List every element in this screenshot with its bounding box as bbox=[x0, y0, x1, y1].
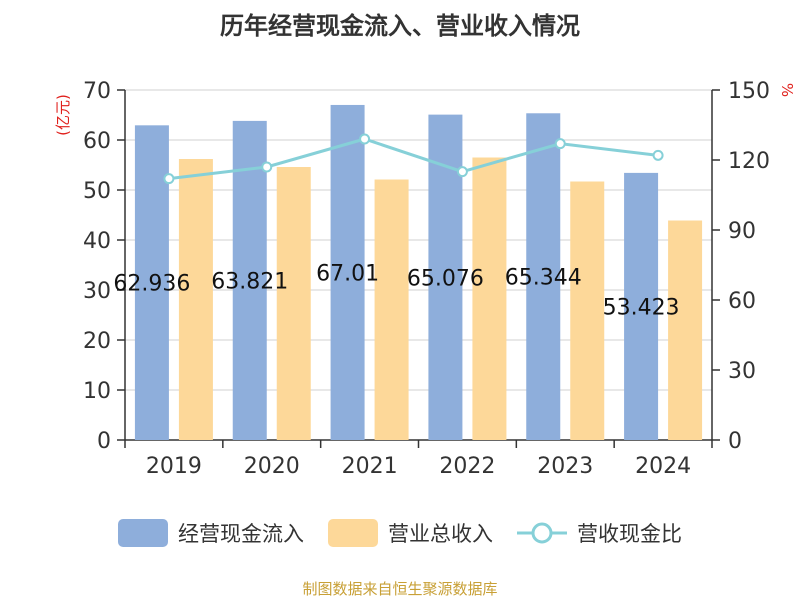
legend-swatch-revenue bbox=[328, 519, 378, 547]
y-left-tick-label: 50 bbox=[83, 179, 111, 204]
bar-revenue bbox=[276, 167, 311, 440]
y-right-tick-label: 60 bbox=[728, 289, 756, 314]
x-tick-label: 2021 bbox=[342, 454, 398, 479]
data-label-cash-inflow: 62.936 bbox=[113, 272, 190, 297]
y-left-tick-label: 20 bbox=[83, 329, 111, 354]
bar-revenue bbox=[374, 179, 409, 440]
y-left-tick-label: 10 bbox=[83, 379, 111, 404]
x-tick-label: 2019 bbox=[146, 454, 202, 479]
y-left-tick-label: 40 bbox=[83, 229, 111, 254]
y-right-tick-label: 30 bbox=[728, 359, 756, 384]
point-ratio bbox=[652, 149, 664, 161]
x-tick-label: 2020 bbox=[244, 454, 300, 479]
bar-revenue bbox=[668, 220, 703, 440]
point-ratio bbox=[554, 138, 566, 150]
bar-cash-inflow bbox=[330, 104, 365, 440]
source-footer: 制图数据来自恒生聚源数据库 bbox=[302, 580, 498, 598]
legend-label-cash-inflow: 经营现金流入 bbox=[178, 522, 304, 546]
x-tick-label: 2023 bbox=[537, 454, 593, 479]
point-ratio bbox=[456, 166, 468, 178]
legend-item-revenue[interactable]: 营业总收入 bbox=[328, 518, 493, 548]
data-label-cash-inflow: 67.01 bbox=[316, 261, 379, 286]
bar-cash-inflow bbox=[232, 120, 267, 441]
legend-label-ratio: 营收现金比 bbox=[577, 522, 682, 546]
y-right-axis-label: % bbox=[778, 83, 796, 97]
y-right-tick-label: 90 bbox=[728, 219, 756, 244]
y-left-tick-label: 30 bbox=[83, 279, 111, 304]
y-left-tick-label: 0 bbox=[97, 429, 111, 454]
line-ratio bbox=[168, 137, 659, 181]
legend: 经营现金流入 营业总收入 营收现金比 bbox=[0, 518, 800, 548]
x-tick-label: 2024 bbox=[635, 454, 691, 479]
point-ratio bbox=[261, 161, 273, 173]
bar-cash-inflow bbox=[624, 172, 659, 440]
legend-swatch-ratio-icon bbox=[517, 522, 567, 544]
data-label-cash-inflow: 65.076 bbox=[407, 266, 484, 291]
legend-item-ratio[interactable]: 营收现金比 bbox=[517, 518, 682, 548]
bar-revenue bbox=[178, 159, 213, 440]
y-left-tick-label: 60 bbox=[83, 129, 111, 154]
legend-label-revenue: 营业总收入 bbox=[388, 522, 493, 546]
data-label-cash-inflow: 53.423 bbox=[603, 295, 680, 320]
y-right-tick-label: 150 bbox=[728, 79, 770, 104]
chart-title: 历年经营现金流入、营业收入情况 bbox=[220, 12, 580, 40]
x-tick-label: 2022 bbox=[439, 454, 495, 479]
point-ratio bbox=[359, 133, 371, 145]
y-right-tick-label: 0 bbox=[728, 429, 742, 454]
legend-item-cash-inflow[interactable]: 经营现金流入 bbox=[118, 518, 304, 548]
point-ratio bbox=[163, 173, 175, 185]
y-left-axis-label: (亿元) bbox=[54, 94, 72, 136]
bar-revenue bbox=[472, 157, 507, 440]
bar-cash-inflow bbox=[526, 113, 561, 440]
bar-cash-inflow bbox=[134, 125, 169, 440]
y-left-tick-label: 70 bbox=[83, 79, 111, 104]
data-label-cash-inflow: 65.344 bbox=[505, 266, 582, 291]
y-right-tick-label: 120 bbox=[728, 149, 770, 174]
bar-revenue bbox=[570, 181, 605, 440]
data-label-cash-inflow: 63.821 bbox=[211, 269, 288, 294]
legend-swatch-cash-inflow bbox=[118, 519, 168, 547]
